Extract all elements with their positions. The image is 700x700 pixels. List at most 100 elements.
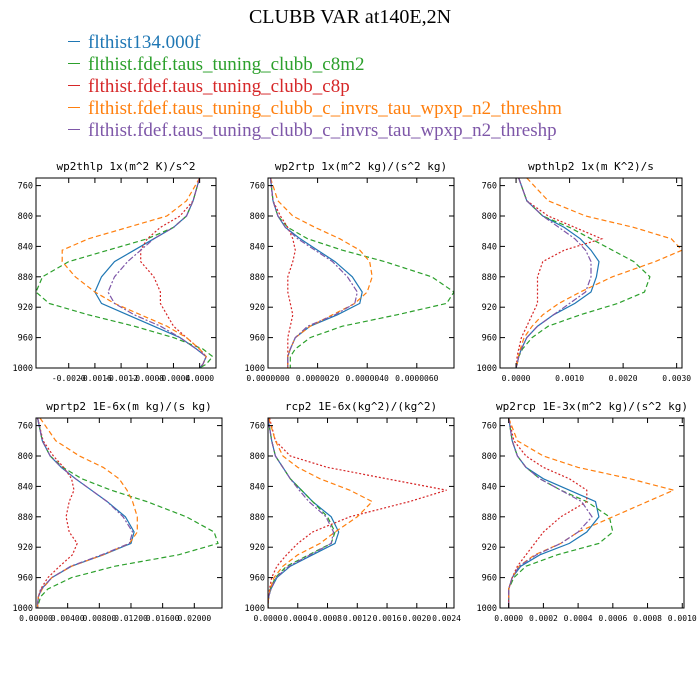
y-tick-label: 960: [18, 334, 33, 344]
series-line: [269, 178, 373, 368]
plot-frame: [35, 177, 217, 369]
x-tick-label: 0.0000040: [346, 374, 390, 383]
series-line: [515, 178, 592, 368]
series-line: [107, 178, 207, 368]
x-tick-label: 0.00800: [82, 614, 116, 623]
y-tick-label: 920: [482, 543, 497, 553]
series-line: [61, 178, 207, 368]
y-tick-label: 960: [482, 574, 497, 584]
series-line: [515, 178, 600, 368]
plot-frame: [267, 177, 455, 369]
x-tick-label: 0.0000: [494, 614, 523, 623]
series-line: [36, 178, 214, 368]
y-tick-label: 880: [250, 273, 265, 283]
chart-panel: rcp2 1E-6x(kg^2)/(kg^2) 760 800 840 880 920 96…: [245, 400, 462, 623]
y-tick-label: 800: [250, 212, 265, 222]
x-tick-label: -0.0004: [157, 374, 191, 383]
x-tick-label: 0.0000: [185, 374, 214, 383]
series-line: [508, 418, 676, 608]
y-tick-label: 1000: [13, 364, 33, 374]
series-line: [268, 418, 335, 608]
chart-panel: wp2thlp 1x(m^2 K)/s^2 760 800 840 880 920 960 1…: [13, 160, 217, 383]
series-line: [268, 418, 340, 608]
y-tick-label: 840: [482, 482, 497, 492]
x-tick-label: 0.0016: [373, 614, 402, 623]
y-tick-label: 960: [250, 334, 265, 344]
series-line: [140, 178, 207, 368]
legend-label: flthist.fdef.taus_tuning_clubb_c8m2: [88, 54, 365, 75]
x-tick-label: 0.0024: [432, 614, 461, 623]
x-tick-label: -0.0012: [104, 374, 138, 383]
y-tick-label: 800: [250, 452, 265, 462]
x-tick-label: 0.0000060: [395, 374, 439, 383]
chart-title: wp2rtp 1x(m^2 kg)/(s^2 kg): [275, 160, 447, 173]
legend-item: flthist.fdef.taus_tuning_clubb_c_invrs_t…: [68, 98, 562, 120]
plot-frame: [35, 417, 223, 609]
series-line: [515, 178, 651, 368]
y-tick-label: 760: [482, 422, 497, 432]
x-tick-label: 0.0008: [633, 614, 662, 623]
series-line: [268, 418, 374, 608]
y-tick-label: 760: [18, 422, 33, 432]
legend-swatch: [68, 63, 80, 65]
x-tick-label: 0.0004: [564, 614, 593, 623]
y-tick-label: 840: [18, 242, 33, 252]
chart-panel: wp2rcp 1E-3x(m^2 kg)/(s^2 kg) 760 800 840 88…: [477, 400, 697, 623]
y-tick-label: 840: [250, 242, 265, 252]
x-tick-label: 0.00000: [19, 614, 53, 623]
x-tick-label: 0.0010: [668, 614, 697, 623]
x-tick-label: 0.01200: [114, 614, 148, 623]
y-tick-label: 880: [250, 513, 265, 523]
y-tick-label: 800: [482, 212, 497, 222]
y-tick-label: 880: [18, 273, 33, 283]
legend-label: flthist134.000f: [88, 32, 201, 53]
x-tick-label: -0.0008: [130, 374, 164, 383]
series-line: [269, 178, 358, 368]
x-tick-label: 0.0000: [254, 614, 283, 623]
chart-title: rcp2 1E-6x(kg^2)/(kg^2): [285, 400, 437, 413]
legend-swatch: [68, 85, 80, 87]
series-line: [515, 178, 682, 368]
legend-swatch: [68, 107, 80, 109]
x-tick-label: 0.0004: [283, 614, 312, 623]
y-tick-label: 760: [250, 182, 265, 192]
chart-panel: wpthlp2 1x(m K^2)/s 760 800 840 880 920 960 100…: [477, 160, 692, 383]
series-line: [508, 418, 614, 608]
x-tick-label: 0.0020: [609, 374, 638, 383]
y-tick-label: 960: [482, 334, 497, 344]
y-tick-label: 1000: [245, 604, 265, 614]
y-tick-label: 840: [18, 482, 33, 492]
series-line: [269, 178, 454, 368]
y-tick-label: 760: [18, 182, 33, 192]
legend-swatch: [68, 129, 80, 131]
series-line: [268, 418, 336, 608]
x-tick-label: 0.00400: [51, 614, 85, 623]
chart-title: wp2rcp 1E-3x(m^2 kg)/(s^2 kg): [496, 400, 688, 413]
legend-item: flthist.fdef.taus_tuning_clubb_c_invrs_t…: [68, 120, 562, 142]
y-tick-label: 800: [482, 452, 497, 462]
legend-item: flthist134.000f: [68, 32, 562, 54]
y-tick-label: 920: [18, 303, 33, 313]
series-line: [36, 418, 78, 608]
x-tick-label: 0.0012: [343, 614, 372, 623]
y-tick-label: 880: [482, 513, 497, 523]
series-line: [37, 418, 219, 608]
x-tick-label: -0.0020: [52, 374, 86, 383]
plot-frame: [267, 417, 455, 609]
x-tick-label: 0.0020: [402, 614, 431, 623]
x-tick-label: 0.01600: [146, 614, 180, 623]
series-line: [269, 178, 296, 368]
series-line: [508, 418, 593, 608]
x-tick-label: 0.02000: [177, 614, 211, 623]
legend-item: flthist.fdef.taus_tuning_clubb_c8p: [68, 76, 562, 98]
chart-title: wprtp2 1E-6x(m kg)/(s kg): [46, 400, 212, 413]
legend-swatch: [68, 41, 80, 43]
figure-title: CLUBB VAR at140E,2N: [248, 6, 452, 28]
x-tick-label: -0.0016: [78, 374, 112, 383]
legend-label: flthist.fdef.taus_tuning_clubb_c_invrs_t…: [88, 98, 562, 119]
y-tick-label: 800: [18, 212, 33, 222]
x-tick-label: 0.0000000: [246, 374, 290, 383]
y-tick-label: 760: [482, 182, 497, 192]
series-line: [508, 418, 588, 608]
